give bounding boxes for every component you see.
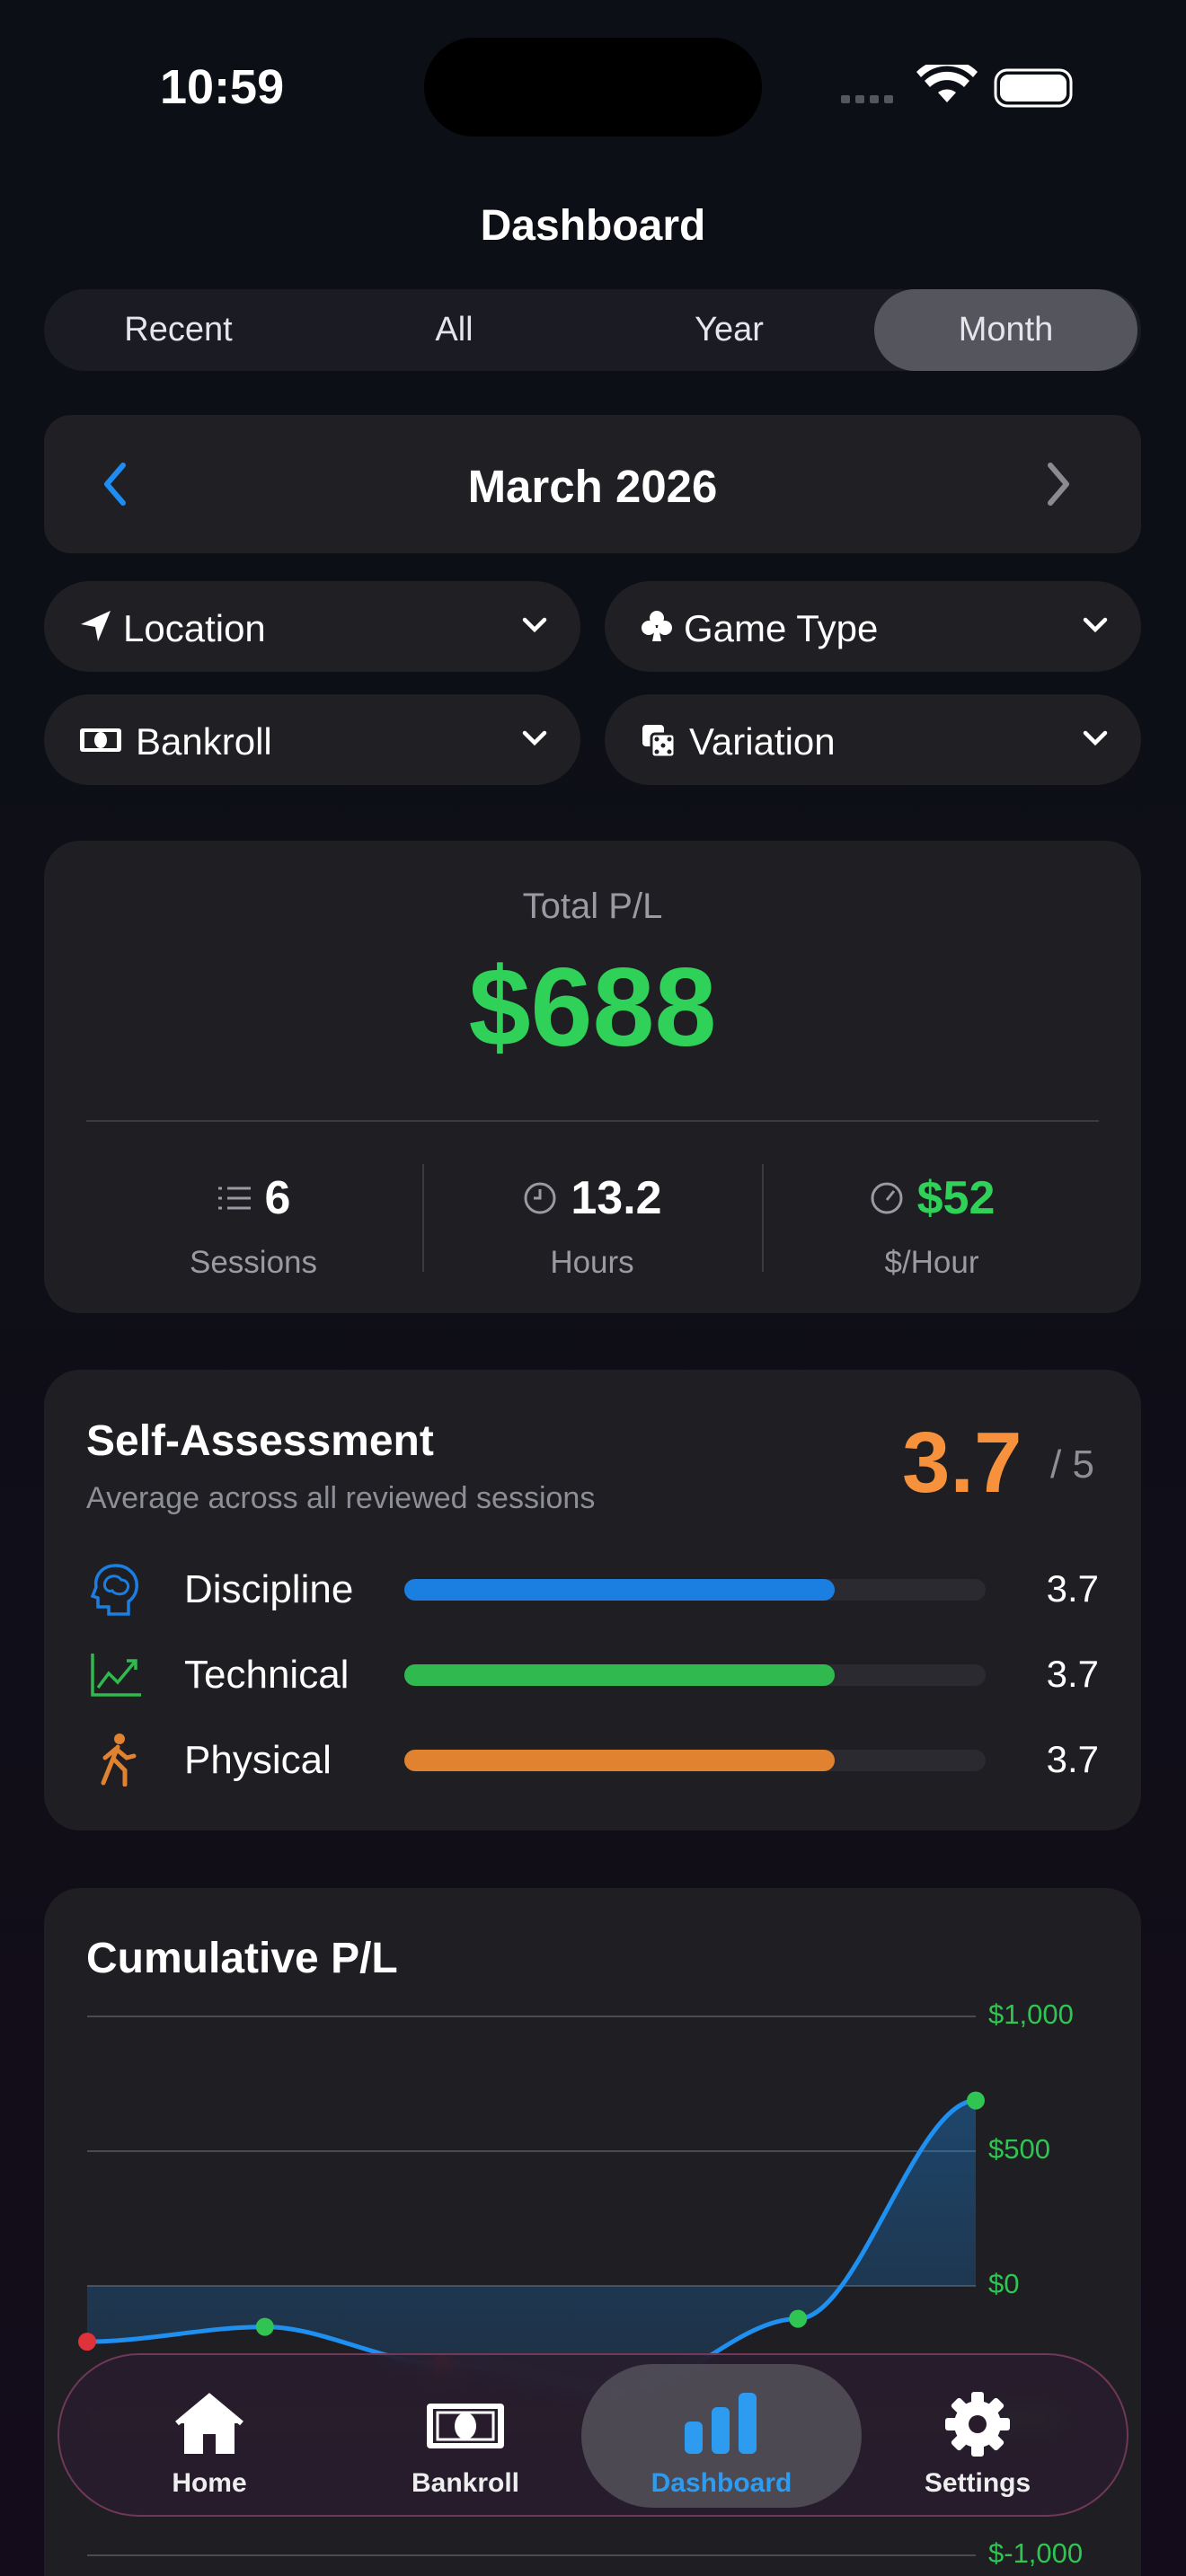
technical-icon <box>91 1654 141 1697</box>
metric-label: Physical <box>184 1738 332 1782</box>
dashboard-icon <box>685 2393 757 2454</box>
stat-label: Hours <box>550 1245 634 1280</box>
chevron <box>522 617 547 633</box>
filter-variation[interactable]: Variation <box>605 694 1141 785</box>
filter-location[interactable]: Location <box>44 581 580 672</box>
stat-hours: 13.2 Hours <box>383 1171 801 1281</box>
status-time: 10:59 <box>160 60 285 114</box>
y-tick-label: $500 <box>988 2133 1050 2165</box>
tab-home[interactable]: Home <box>75 2355 344 2519</box>
metric-label: Technical <box>184 1653 350 1697</box>
dynamic-island <box>424 38 762 137</box>
section-title: Self-Assessment <box>86 1417 434 1465</box>
point <box>255 2317 274 2336</box>
tab-bar: Home Bankroll Dashboard Settings <box>58 2353 1128 2517</box>
area <box>87 2100 976 2394</box>
period-label: March 2026 <box>467 461 718 512</box>
score-bar <box>404 1750 835 1771</box>
stat-value: 6 <box>264 1172 291 1224</box>
location-icon <box>81 611 111 641</box>
discipline-icon <box>90 1564 138 1616</box>
chart-title: Cumulative P/L <box>86 1935 398 1982</box>
divider <box>422 1164 424 1272</box>
segment[interactable]: Year <box>695 311 764 348</box>
stat-label: $/Hour <box>884 1245 979 1280</box>
stat-sessions: 6 Sessions <box>44 1171 463 1281</box>
segment[interactable]: Recent <box>124 311 233 348</box>
filter-label: Bankroll <box>136 720 272 763</box>
bill-icon <box>80 728 121 752</box>
prev-button[interactable] <box>102 462 128 507</box>
point <box>967 2091 985 2110</box>
filter-label: Game Type <box>684 607 879 649</box>
tab-bankroll[interactable]: Bankroll <box>331 2355 600 2519</box>
metric-score: 3.7 <box>1046 1738 1099 1780</box>
home-icon <box>175 2393 243 2454</box>
club-icon <box>642 611 672 641</box>
dice-icon <box>642 725 677 759</box>
segment[interactable]: Month <box>874 289 1137 371</box>
y-tick-label: $-1,000 <box>988 2537 1083 2569</box>
bankroll-icon <box>427 2404 504 2448</box>
period-navigator: March 2026 <box>44 415 1141 553</box>
section-subtitle: Average across all reviewed sessions <box>86 1481 596 1515</box>
tab-label: Settings <box>924 2468 1031 2498</box>
score-scale: / 5 <box>1050 1442 1094 1486</box>
tab-dashboard[interactable]: Dashboard <box>587 2355 856 2519</box>
page-title: Dashboard <box>480 202 706 250</box>
tab-label: Home <box>172 2468 247 2498</box>
stat-value: 13.2 <box>571 1172 662 1224</box>
filter-label: Variation <box>689 720 836 763</box>
self-assessment-card: Self-Assessment Average across all revie… <box>44 1370 1141 1831</box>
score-bar <box>404 1664 835 1686</box>
clock-icon <box>524 1182 556 1214</box>
summary-card: Total P/L $688 6 Sessions 13.2 Hours $52… <box>44 841 1141 1313</box>
metric-score: 3.7 <box>1046 1567 1099 1610</box>
point <box>78 2333 96 2351</box>
status-icons <box>841 65 1073 108</box>
y-tick-label: $0 <box>988 2268 1019 2299</box>
average-score: 3.7 <box>902 1415 1022 1511</box>
gauge-icon <box>871 1182 903 1214</box>
total-value: $688 <box>468 946 717 1070</box>
y-tick-label: $1,000 <box>988 1998 1074 2030</box>
physical-icon <box>101 1734 137 1786</box>
divider <box>86 1120 1099 1122</box>
point <box>789 2309 808 2328</box>
divider <box>762 1164 764 1272</box>
chevron <box>1083 730 1108 746</box>
tab-label: Bankroll <box>411 2468 520 2498</box>
settings-icon <box>945 2392 1010 2457</box>
segmented-control: Recent All Year Month <box>44 289 1141 371</box>
chevron <box>522 730 547 746</box>
stat-value: $52 <box>916 1172 996 1224</box>
segment[interactable]: All <box>435 311 474 348</box>
tab-settings[interactable]: Settings <box>843 2355 1112 2519</box>
tab-label: Dashboard <box>651 2468 792 2498</box>
stat-rate: $52 $/Hour <box>722 1171 1141 1281</box>
stat-label: Sessions <box>189 1245 318 1280</box>
filter-game-type[interactable]: Game Type <box>605 581 1141 672</box>
summary-title: Total P/L <box>522 887 663 926</box>
score-bar <box>404 1579 835 1601</box>
filter-label: Location <box>123 607 266 649</box>
filter-bankroll[interactable]: Bankroll <box>44 694 580 785</box>
metric-label: Discipline <box>184 1567 354 1611</box>
next-button[interactable] <box>1045 462 1072 507</box>
metric-score: 3.7 <box>1046 1653 1099 1695</box>
chevron <box>1083 617 1108 633</box>
list-icon <box>217 1187 251 1210</box>
